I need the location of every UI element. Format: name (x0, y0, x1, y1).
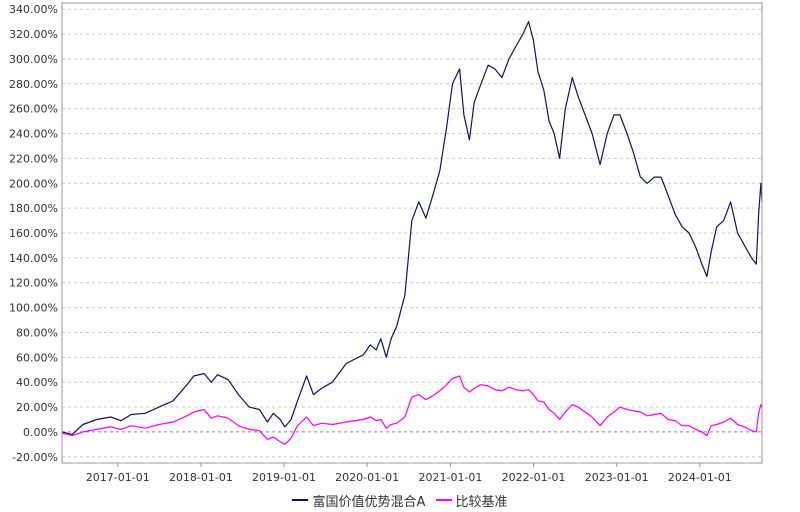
y-tick-label: 280.00% (9, 78, 58, 91)
y-tick-label: 240.00% (9, 128, 58, 141)
x-tick-label: 2019-01-01 (252, 471, 316, 484)
line-chart: -20.00% 0.00% 20.00% 40.00% 60.00% 80.00% 100.… (9, 2, 763, 484)
x-tick-label: 2022-01-01 (502, 471, 566, 484)
x-tick-label: 2024-01-01 (668, 471, 732, 484)
y-tick-label: 0.00% (23, 426, 58, 439)
series-line-benchmark (61, 375, 763, 445)
y-tick-label: 300.00% (9, 53, 58, 66)
series-line-fund (61, 21, 763, 435)
grid-lines (62, 8, 762, 458)
x-tick-label: 2018-01-01 (169, 471, 233, 484)
x-tick-label: 2021-01-01 (419, 471, 483, 484)
y-tick-label: 60.00% (16, 351, 58, 364)
legend-label-benchmark: 比较基准 (455, 494, 508, 510)
x-tick-label: 2017-01-01 (86, 471, 150, 484)
y-tick-label: 80.00% (16, 326, 58, 339)
legend-item-benchmark: 比较基准 (435, 491, 508, 510)
y-tick-label: 160.00% (9, 227, 58, 240)
y-tick-label: 100.00% (9, 302, 58, 315)
y-tick-label: 180.00% (9, 202, 58, 215)
x-tick-label: 2023-01-01 (585, 471, 649, 484)
series-lines (61, 21, 763, 445)
legend-swatch-benchmark (435, 499, 452, 501)
y-tick-label: 120.00% (9, 277, 58, 290)
y-tick-label: 220.00% (9, 152, 58, 165)
y-axis-ticks: -20.00% 0.00% 20.00% 40.00% 60.00% 80.00% 100.… (9, 3, 58, 464)
y-tick-label: 260.00% (9, 103, 58, 116)
y-tick-label: 200.00% (9, 177, 58, 190)
legend-label-fund: 富国价值优势混合A (312, 494, 426, 510)
legend: 富国价值优势混合A 比较基准 (0, 490, 800, 510)
y-tick-label: 140.00% (9, 252, 58, 265)
legend-item-fund: 富国价值优势混合A (292, 491, 425, 510)
x-tick-label: 2020-01-01 (335, 471, 399, 484)
y-tick-label: -20.00% (12, 451, 58, 464)
y-tick-label: 340.00% (9, 3, 58, 16)
y-tick-label: 40.00% (16, 376, 58, 389)
y-tick-label: 20.00% (16, 401, 58, 414)
y-tick-label: 320.00% (9, 28, 58, 41)
legend-swatch-fund (292, 499, 309, 501)
plot-frame (61, 2, 763, 464)
x-axis-ticks: 2017-01-01 2018-01-01 2019-01-01 2020-01-01… (86, 463, 732, 484)
